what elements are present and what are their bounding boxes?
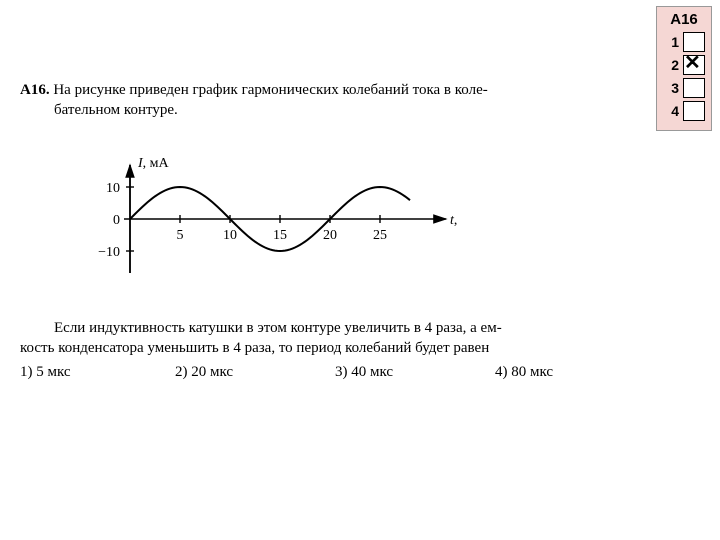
answer-panel-title: A16 <box>663 11 705 28</box>
answer-num: 2 <box>663 57 679 73</box>
answer-num: 3 <box>663 80 679 96</box>
answer-panel: A16 1 2 ✕ 3 4 <box>656 6 712 131</box>
oscillation-chart: 10 0 −10 5 10 15 20 25 I, мА t, мкс <box>60 139 620 304</box>
answer-num: 1 <box>663 34 679 50</box>
problem-statement: А16. На рисунке приведен график гармонич… <box>20 80 620 121</box>
svg-text:25: 25 <box>373 228 387 243</box>
answer-options-row: 1) 5 мкс 2) 20 мкс 3) 40 мкс 4) 80 мкс <box>20 364 620 381</box>
body-line1: Если индуктивность катушки в этом контур… <box>54 320 502 336</box>
option-4: 4) 80 мкс <box>495 364 553 381</box>
svg-text:15: 15 <box>273 228 287 243</box>
answer-num: 4 <box>663 103 679 119</box>
answer-checkbox[interactable] <box>683 78 705 98</box>
answer-checkbox[interactable]: ✕ <box>683 55 705 75</box>
svg-text:0: 0 <box>113 213 120 228</box>
answer-option-3[interactable]: 3 <box>663 78 705 98</box>
problem-label: А16. <box>20 82 50 98</box>
svg-text:t, мкс: t, мкс <box>450 213 460 228</box>
option-2: 2) 20 мкс <box>175 364 335 381</box>
body-line2: кость конденсатора уменьшить в 4 раза, т… <box>20 340 489 356</box>
answer-option-4[interactable]: 4 <box>663 101 705 121</box>
answer-checkbox[interactable] <box>683 32 705 52</box>
answer-option-1[interactable]: 1 <box>663 32 705 52</box>
option-3: 3) 40 мкс <box>335 364 495 381</box>
svg-text:10: 10 <box>223 228 237 243</box>
problem-text-line2: бательном контуре. <box>54 102 178 118</box>
problem-body: Если индуктивность катушки в этом контур… <box>20 318 620 359</box>
check-mark-icon: ✕ <box>684 53 701 73</box>
problem-text-line1: На рисунке приведен график гармонических… <box>53 82 487 98</box>
option-1: 1) 5 мкс <box>20 364 175 381</box>
problem-content: А16. На рисунке приведен график гармонич… <box>20 80 620 381</box>
svg-text:10: 10 <box>106 181 120 196</box>
svg-text:20: 20 <box>323 228 337 243</box>
svg-text:−10: −10 <box>98 245 120 260</box>
svg-text:I, мА: I, мА <box>137 156 170 171</box>
chart-svg: 10 0 −10 5 10 15 20 25 I, мА t, мкс <box>60 139 460 299</box>
answer-checkbox[interactable] <box>683 101 705 121</box>
svg-text:5: 5 <box>177 228 184 243</box>
answer-option-2[interactable]: 2 ✕ <box>663 55 705 75</box>
